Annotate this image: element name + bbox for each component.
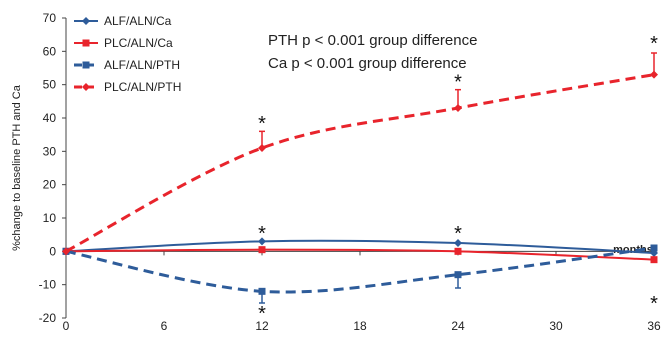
- y-axis-title: %change to baseline PTH and Ca: [11, 84, 23, 251]
- significance-star: *: [650, 33, 658, 55]
- significance-star: *: [258, 113, 266, 135]
- legend-marker: [82, 39, 90, 47]
- legend-label-1: PLC/ALN/Ca: [104, 36, 173, 50]
- data-point: [62, 247, 70, 256]
- x-tick-label: 18: [353, 319, 367, 333]
- y-tick-label: -10: [39, 278, 57, 292]
- data-point: [454, 239, 462, 247]
- y-tick-label: 10: [43, 211, 57, 225]
- y-tick-label: 60: [43, 44, 57, 58]
- data-point: [650, 256, 658, 264]
- legend-label-3: PLC/ALN/PTH: [104, 80, 181, 94]
- data-point: [258, 246, 266, 254]
- annotation-1: Ca p < 0.001 group difference: [268, 55, 467, 72]
- x-tick-label: 30: [549, 319, 563, 333]
- data-point: [454, 271, 462, 279]
- data-point: [454, 247, 462, 255]
- annotation-0: PTH p < 0.001 group difference: [268, 32, 477, 49]
- significance-star: *: [258, 303, 266, 325]
- x-tick-label: 12: [255, 319, 269, 333]
- y-tick-label: 0: [49, 244, 56, 258]
- y-tick-label: 50: [43, 78, 57, 92]
- y-tick-label: 70: [43, 11, 57, 25]
- x-tick-label: 0: [63, 319, 70, 333]
- y-tick-label: -20: [39, 311, 57, 325]
- significance-star: *: [258, 223, 266, 245]
- series-line-3: [65, 73, 655, 253]
- series-line-2: [65, 246, 655, 294]
- data-point: [650, 70, 658, 79]
- series-line-1: [65, 248, 655, 261]
- x-tick-label: 6: [161, 319, 168, 333]
- legend-marker: [82, 83, 90, 91]
- legend-marker: [82, 61, 90, 69]
- legend-marker: [82, 17, 90, 25]
- series-line-0: [65, 239, 655, 254]
- legend-label-0: ALF/ALN/Ca: [104, 14, 172, 28]
- significance-star: *: [454, 71, 462, 93]
- legend-label-2: ALF/ALN/PTH: [104, 58, 180, 72]
- x-tick-label: 24: [451, 319, 465, 333]
- data-point: [650, 244, 658, 252]
- significance-star: *: [454, 223, 462, 245]
- y-tick-label: 20: [43, 178, 57, 192]
- data-point: [258, 287, 266, 295]
- x-tick-label: 36: [647, 319, 661, 333]
- x-axis-title: months: [613, 244, 653, 256]
- data-point: [258, 144, 266, 152]
- y-tick-label: 40: [43, 111, 57, 125]
- y-tick-label: 30: [43, 144, 57, 158]
- significance-star: *: [650, 293, 658, 315]
- data-point: [258, 237, 266, 246]
- data-point: [454, 104, 462, 112]
